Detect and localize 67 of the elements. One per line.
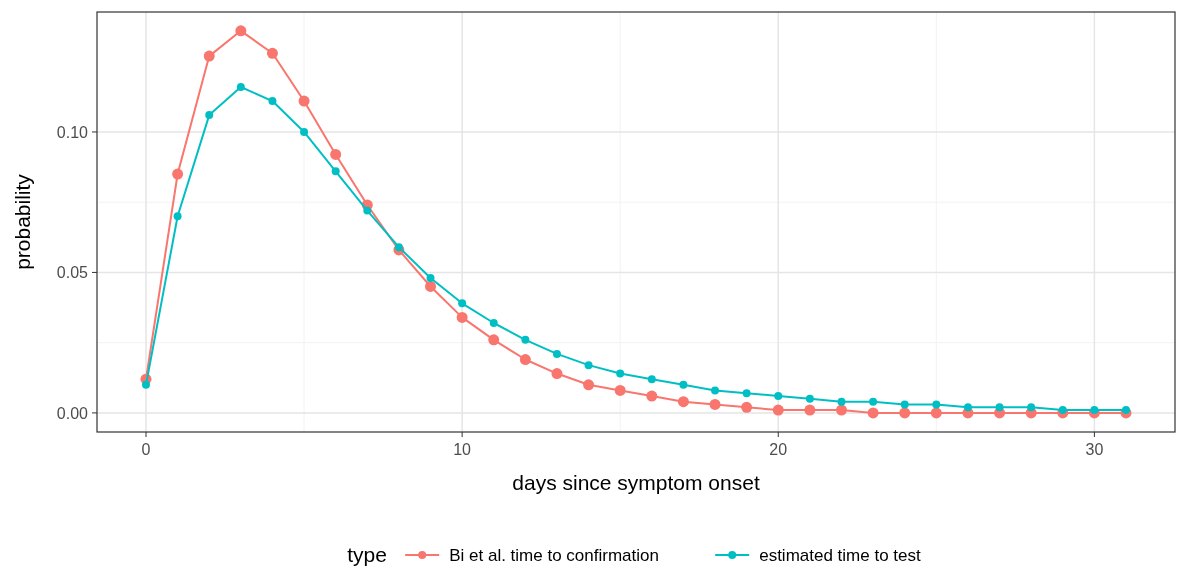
point [521, 335, 530, 344]
point [1090, 406, 1099, 415]
point [489, 319, 498, 327]
legend-label: Bi et al. time to confirmation [449, 546, 659, 565]
point [899, 407, 911, 419]
point [679, 380, 688, 389]
y-tick-label: 0.10 [56, 123, 89, 141]
point [932, 400, 941, 409]
point [709, 398, 721, 410]
point [837, 397, 846, 406]
point [425, 280, 437, 292]
y-tick-label: 0.00 [56, 404, 89, 422]
x-tick-label: 0 [141, 441, 151, 458]
point [867, 407, 879, 419]
point [205, 111, 214, 120]
point [930, 407, 942, 419]
point [583, 379, 595, 391]
point [835, 404, 847, 416]
y-tick-label: 0.05 [56, 264, 89, 282]
point [458, 299, 467, 308]
point [1122, 406, 1130, 415]
point [266, 47, 278, 59]
point [394, 243, 403, 252]
legend-label: estimated time to test [759, 546, 922, 565]
point [584, 361, 593, 370]
point [552, 349, 561, 358]
point [963, 403, 972, 412]
point [236, 83, 245, 91]
point [711, 386, 720, 395]
point [742, 389, 751, 398]
point [268, 97, 277, 106]
point [804, 404, 816, 416]
point [995, 403, 1004, 412]
point [900, 400, 909, 409]
point [173, 212, 182, 221]
point [647, 375, 656, 384]
point [805, 394, 814, 403]
point [616, 369, 625, 378]
point [298, 95, 310, 107]
point [1027, 403, 1036, 412]
point [774, 392, 783, 401]
point [456, 311, 468, 323]
point [551, 368, 563, 380]
point [488, 334, 500, 346]
point [235, 25, 247, 37]
point [331, 167, 340, 176]
y-axis-title: probability [11, 173, 34, 270]
point [426, 274, 435, 283]
x-tick-label: 30 [1085, 441, 1104, 458]
legend-title: type [347, 543, 387, 566]
point [677, 396, 689, 408]
point [1058, 406, 1067, 415]
point [646, 390, 658, 402]
x-tick-label: 10 [453, 441, 472, 458]
point [300, 127, 309, 136]
point [330, 148, 342, 160]
point [869, 397, 878, 406]
point [614, 384, 626, 396]
point [142, 380, 150, 389]
point [363, 206, 372, 215]
point [172, 168, 184, 180]
point [203, 50, 215, 62]
x-tick-label: 20 [769, 441, 788, 458]
point [519, 354, 531, 366]
point [772, 404, 784, 416]
point [741, 401, 753, 413]
x-axis-title: days since symptom onset [512, 471, 760, 494]
